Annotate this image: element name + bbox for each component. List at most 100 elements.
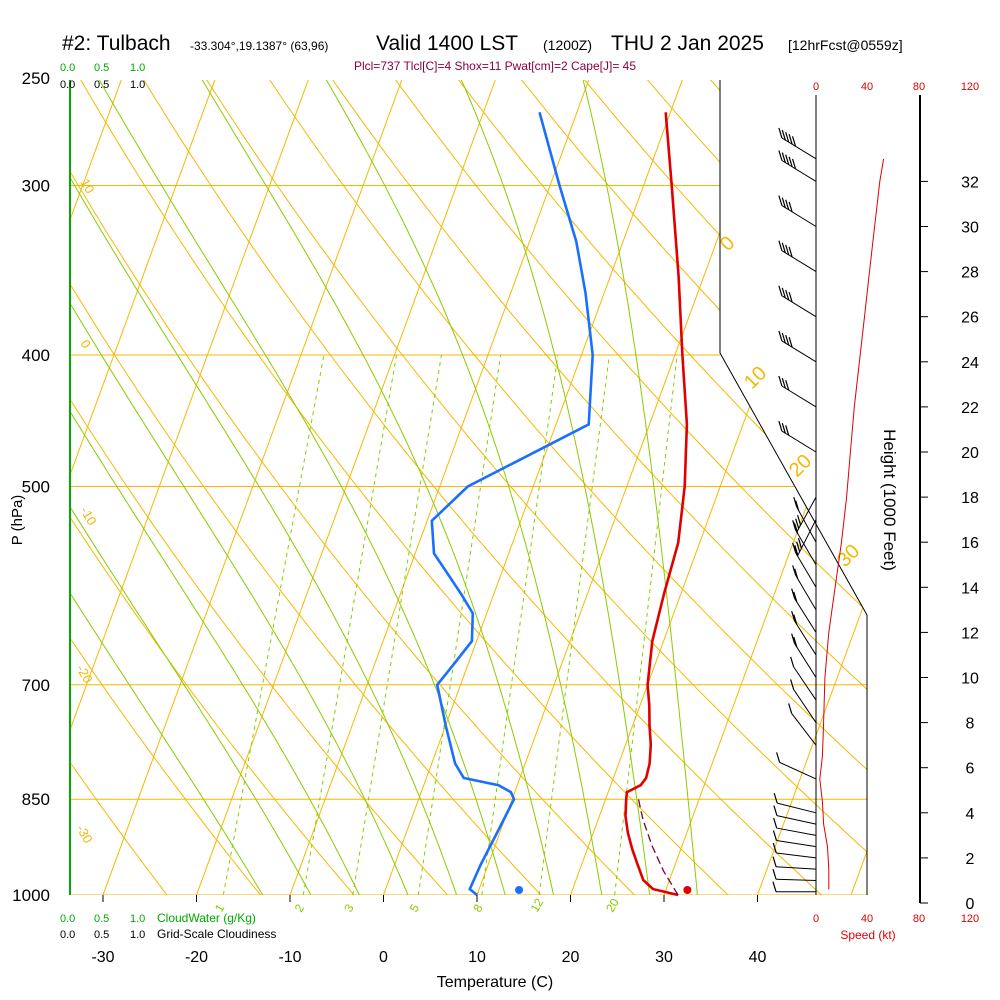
forecast-info: [12hrFcst@0559z] (788, 37, 903, 53)
isotherm-label: -20 (73, 662, 95, 686)
height-tick-label: 32 (961, 174, 979, 191)
wind-barb (792, 565, 817, 611)
stability-indices: Plcl=737 Tlcl[C]=4 Shox=11 Pwat[cm]=2 Ca… (354, 59, 636, 73)
wind-barb (773, 817, 817, 836)
wind-barb-flag (778, 150, 783, 161)
dry-adiabat (708, 80, 867, 895)
wind-barb-flag (790, 656, 795, 668)
isotherm-line (289, 80, 590, 895)
valid-time: Valid 1400 LST (376, 32, 518, 55)
x-tick-label: 40 (749, 949, 767, 966)
wind-barb-flag (778, 420, 783, 432)
pressure-tick-label: 850 (22, 790, 50, 809)
wind-barb-flag (776, 752, 781, 763)
mixing-ratio-line (302, 354, 398, 895)
height-tick-label: 28 (961, 265, 979, 282)
wind-barb-shaft (796, 506, 817, 543)
wind-barb-flag (791, 158, 797, 170)
dry-adiabat (393, 80, 867, 895)
wind-barb (791, 588, 817, 633)
dry-adiabat (79, 80, 759, 895)
height-tick-label: 8 (966, 716, 975, 733)
wind-barb-flag (773, 805, 778, 816)
dry-adiabat (267, 80, 867, 895)
wind-barb (776, 752, 817, 780)
wind-barb-shaft (795, 575, 817, 611)
height-tick-label: 24 (961, 355, 979, 372)
grid-layer (70, 80, 867, 895)
wind-barb-shaft (779, 761, 817, 780)
cloud-top-green-2: 1.0 (130, 62, 145, 74)
wind-barb-flag (793, 496, 798, 508)
pressure-tick-label: 700 (22, 676, 50, 695)
wind-barb-flag (785, 199, 790, 210)
wind-barb-shaft (781, 250, 817, 273)
temperature-line (624, 112, 689, 897)
cloudiness-label: Grid-Scale Cloudiness (157, 927, 276, 941)
wind-barb-flag (791, 610, 796, 622)
forecast-date: THU 2 Jan 2025 (611, 32, 764, 55)
wind-barb-flag (773, 792, 778, 804)
wind-speed-line (819, 158, 885, 890)
wind-barb-flag (772, 842, 777, 854)
wind-barb (794, 519, 817, 556)
moist-adiabat (70, 80, 327, 895)
wind-barb-flag (772, 869, 777, 880)
wind-barb-flag (794, 545, 799, 556)
speed-top-tick-3: 120 (961, 81, 979, 93)
dry-adiabat (456, 80, 867, 895)
wind-barb-flag (793, 591, 798, 603)
x-axis-title: Temperature (C) (437, 974, 553, 991)
wind-barb-flag (793, 521, 798, 533)
wind-barb-flag (797, 514, 802, 526)
station-coords: -33.304°,19.1387° (63,96) (190, 39, 328, 53)
wind-barb (778, 240, 817, 273)
wind-barb-shaft (781, 340, 817, 363)
height-tick-label: 0 (966, 896, 975, 913)
mixing-ratio-label: 3 (341, 901, 357, 914)
isotherm-label: 10 (77, 176, 97, 196)
x-tick-label: 10 (468, 949, 486, 966)
dewpoint-line (430, 111, 595, 897)
wind-barb-shaft (776, 827, 817, 836)
height-tick-label: 22 (961, 400, 979, 417)
wind-barb-shaft (781, 385, 817, 408)
isotherm-line (196, 80, 497, 895)
wind-barb-flag (792, 565, 797, 576)
wind-barb-flag (788, 336, 793, 348)
wind-barb-flag (791, 136, 797, 147)
height-tick-label: 4 (966, 806, 975, 823)
wind-barb (778, 127, 817, 160)
moist-adiabat (324, 80, 608, 895)
isotherm-label: -30 (73, 822, 95, 846)
wind-barb-shaft (776, 815, 817, 825)
speed-bottom-tick-2: 80 (913, 913, 925, 925)
cloud-bottom-black-1: 0.5 (94, 929, 109, 941)
x-tick-label: 20 (562, 949, 580, 966)
wind-barb-flag (785, 425, 790, 436)
cloud-top-black-1: 0.5 (94, 79, 109, 91)
wind-barb (790, 679, 817, 723)
wind-barb-shaft (781, 160, 817, 182)
mixing-ratio-line (481, 354, 559, 895)
wind-barb-flag (795, 518, 800, 529)
wind-barb-flag (794, 568, 799, 580)
x-tick-label: 0 (379, 949, 388, 966)
wind-barb-flag (781, 423, 786, 434)
speed-axis-label: Speed (kt) (840, 928, 895, 942)
moist-adiabat (460, 80, 654, 895)
boundary (69, 80, 868, 895)
wind-barb-shaft (776, 878, 817, 881)
isotherm-line (102, 80, 403, 895)
station-title: #2: Tulbach (62, 32, 171, 55)
wind-barb-flag (785, 289, 790, 301)
wind-barb-flag (788, 156, 793, 167)
x-tick-label: -30 (91, 949, 114, 966)
theta-label: 10 (740, 362, 771, 393)
wind-barb-shaft (776, 866, 817, 870)
wind-barb-flag (778, 285, 783, 296)
moist-adiabat (70, 80, 421, 895)
cloud-top-green-0: 0.0 (60, 62, 75, 74)
